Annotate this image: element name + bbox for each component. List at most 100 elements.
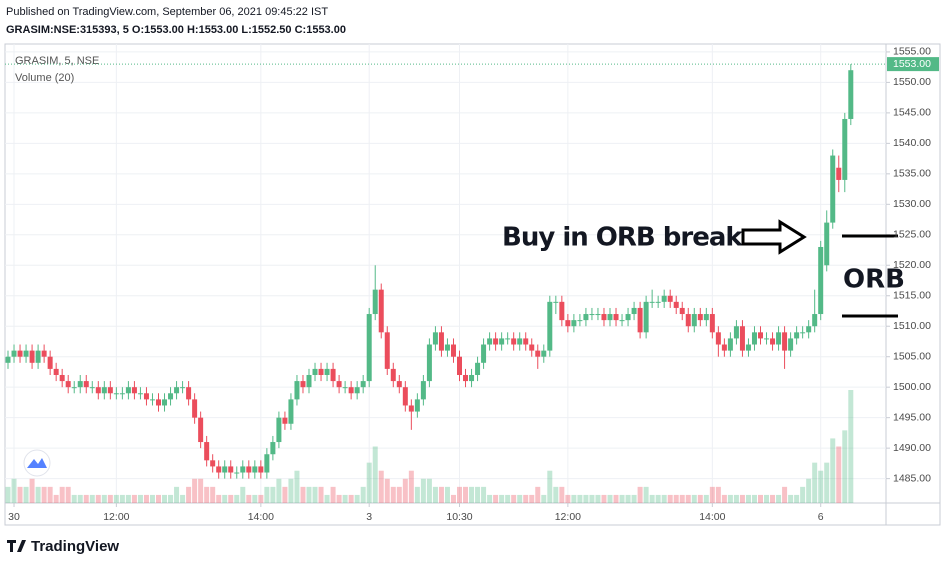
volume-bar <box>727 494 733 503</box>
x-tick-label: 14:00 <box>248 511 274 523</box>
y-tick-label: 1485.00 <box>893 472 931 484</box>
candle-body <box>782 332 788 351</box>
candle-body <box>180 387 186 389</box>
volume-bar <box>679 494 685 503</box>
candle-body <box>450 344 456 357</box>
volume-bar <box>294 470 300 503</box>
volume-bar <box>77 494 83 503</box>
volume-bar <box>107 494 113 503</box>
candle-body <box>836 167 842 180</box>
candle-body <box>788 338 794 351</box>
candle-body <box>565 320 571 327</box>
candle-body <box>336 381 342 388</box>
candle-body <box>667 295 673 302</box>
candle-body <box>493 338 499 345</box>
candle-body <box>396 381 402 388</box>
candle-body <box>324 368 330 375</box>
volume-bar <box>691 494 697 503</box>
volume-bar <box>571 494 577 503</box>
volume-bar <box>589 494 595 503</box>
candle-body <box>143 393 149 400</box>
volume-bar <box>770 494 776 503</box>
y-tick-label: 1490.00 <box>893 442 931 454</box>
volume-bar <box>216 494 222 503</box>
volume-bar <box>547 470 553 503</box>
candle-body <box>571 320 577 327</box>
x-tick-label: 30 <box>8 511 20 523</box>
volume-bar <box>661 494 667 503</box>
candle-body <box>535 350 541 357</box>
candle-body <box>733 326 739 339</box>
volume-bar <box>523 494 529 503</box>
volume-bar <box>517 494 523 503</box>
volume-bar <box>842 430 848 503</box>
volume-bar <box>89 494 95 503</box>
volume-bar <box>541 494 547 503</box>
candle-body <box>65 381 71 388</box>
volume-bar <box>499 494 505 503</box>
candle-body <box>661 295 667 302</box>
candle-body <box>258 466 264 473</box>
volume-bar <box>240 486 246 503</box>
volume-bar <box>186 486 192 503</box>
candle-body <box>149 399 155 401</box>
volume-bar <box>649 494 655 503</box>
volume-bar <box>553 486 559 503</box>
logo-mark <box>7 540 26 552</box>
volume-bar <box>282 486 288 503</box>
candle-body <box>240 466 246 473</box>
volume-bar <box>318 486 324 503</box>
candle-body <box>402 387 408 406</box>
candle-body <box>499 338 505 345</box>
volume-bar <box>95 494 101 503</box>
candle-body <box>318 368 324 375</box>
candle-body <box>842 118 848 180</box>
candle-body <box>420 381 426 400</box>
candle-body <box>77 381 83 388</box>
volume-bar <box>450 494 456 503</box>
candle-body <box>300 381 306 388</box>
volume-bar <box>390 486 396 503</box>
candle-body <box>631 307 637 315</box>
volume-bar <box>511 494 517 503</box>
volume-bar <box>655 494 661 503</box>
candle-body <box>806 326 812 333</box>
candle-body <box>95 387 101 394</box>
candle-body <box>595 314 601 316</box>
candle-body <box>186 387 192 400</box>
volume-bar <box>65 486 71 503</box>
x-tick-label: 12:00 <box>555 511 581 523</box>
candle-body <box>517 338 523 345</box>
volume-bar <box>739 494 745 503</box>
candle-body <box>35 350 41 363</box>
candle-body <box>354 387 360 394</box>
annotation-orb: ORB <box>843 265 905 295</box>
volume-bar <box>276 478 282 503</box>
volume-bar <box>643 486 649 503</box>
candle-body <box>113 393 119 395</box>
candle-body <box>216 466 222 473</box>
candle-body <box>601 314 607 321</box>
candle-body <box>848 70 854 119</box>
candle-body <box>156 399 161 406</box>
volume-bar <box>764 494 770 503</box>
volume-bar <box>204 486 210 503</box>
volume-bar <box>131 494 137 503</box>
candle-body <box>198 417 204 443</box>
candle-body <box>619 320 625 322</box>
volume-bar <box>288 478 294 503</box>
volume-bar <box>228 494 234 503</box>
candle-body <box>378 289 384 333</box>
volume-bar <box>11 478 17 503</box>
candle-body <box>47 356 53 369</box>
volume-bar <box>444 486 450 503</box>
tv-float-glyph <box>27 458 47 468</box>
volume-bar <box>330 486 336 503</box>
annotation-buy: Buy in ORB break <box>502 223 743 253</box>
candle-body <box>818 246 824 315</box>
volume-bar <box>607 494 613 503</box>
volume-bar <box>252 494 258 503</box>
volume-bar <box>402 478 408 503</box>
chart-frame <box>4 43 941 526</box>
candle-body <box>174 387 180 394</box>
